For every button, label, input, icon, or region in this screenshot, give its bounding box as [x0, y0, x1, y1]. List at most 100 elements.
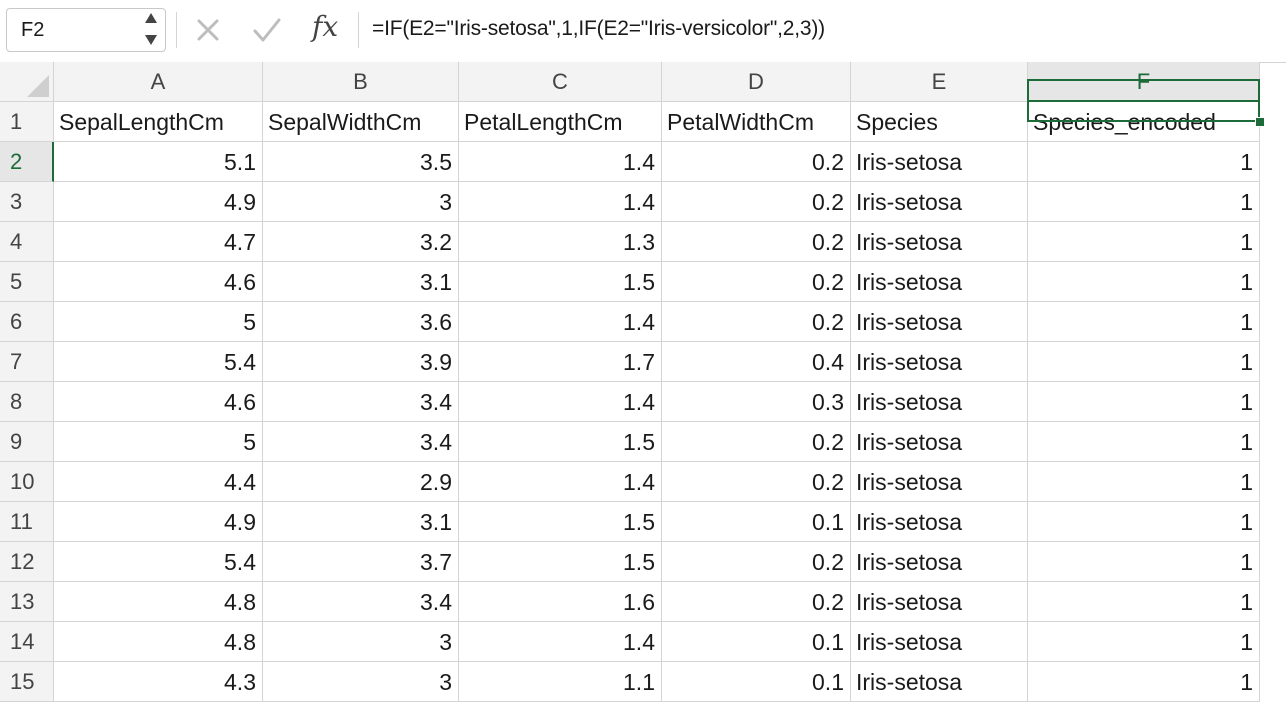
- data-cell[interactable]: 1: [1028, 342, 1260, 382]
- data-cell[interactable]: 3.6: [263, 302, 459, 342]
- data-cell[interactable]: 5.1: [54, 142, 263, 182]
- row-header-9[interactable]: 9: [0, 422, 54, 462]
- data-cell[interactable]: 1.5: [459, 422, 662, 462]
- data-cell[interactable]: 1.7: [459, 342, 662, 382]
- column-header-c[interactable]: C: [459, 62, 662, 102]
- row-header-7[interactable]: 7: [0, 342, 54, 382]
- data-cell[interactable]: 3.1: [263, 502, 459, 542]
- data-cell[interactable]: 3.5: [263, 142, 459, 182]
- data-cell[interactable]: 3.4: [263, 422, 459, 462]
- data-cell[interactable]: Iris-setosa: [851, 182, 1028, 222]
- data-cell[interactable]: Iris-setosa: [851, 542, 1028, 582]
- data-cell[interactable]: 1.4: [459, 302, 662, 342]
- column-header-d[interactable]: D: [662, 62, 851, 102]
- data-cell[interactable]: Iris-setosa: [851, 382, 1028, 422]
- row-header-14[interactable]: 14: [0, 622, 54, 662]
- data-cell[interactable]: 3.4: [263, 582, 459, 622]
- data-cell[interactable]: 3.9: [263, 342, 459, 382]
- data-cell[interactable]: Iris-setosa: [851, 502, 1028, 542]
- data-cell[interactable]: 5.4: [54, 342, 263, 382]
- row-header-5[interactable]: 5: [0, 262, 54, 302]
- data-cell[interactable]: Iris-setosa: [851, 422, 1028, 462]
- data-cell[interactable]: 3.4: [263, 382, 459, 422]
- data-cell[interactable]: 4.3: [54, 662, 263, 702]
- data-cell[interactable]: 1: [1028, 422, 1260, 462]
- data-cell[interactable]: 1: [1028, 302, 1260, 342]
- data-cell[interactable]: 1: [1028, 542, 1260, 582]
- data-cell[interactable]: 4.4: [54, 462, 263, 502]
- row-header-11[interactable]: 11: [0, 502, 54, 542]
- data-cell[interactable]: 1: [1028, 262, 1260, 302]
- data-cell[interactable]: 4.7: [54, 222, 263, 262]
- data-cell[interactable]: 0.2: [662, 542, 851, 582]
- data-cell[interactable]: 1.4: [459, 382, 662, 422]
- data-cell[interactable]: 0.4: [662, 342, 851, 382]
- column-title-cell[interactable]: PetalLengthCm: [459, 102, 662, 142]
- data-cell[interactable]: 1: [1028, 462, 1260, 502]
- data-cell[interactable]: 4.9: [54, 182, 263, 222]
- data-cell[interactable]: 0.2: [662, 142, 851, 182]
- up-arrow-icon[interactable]: [145, 13, 157, 23]
- data-cell[interactable]: 1.3: [459, 222, 662, 262]
- column-title-cell[interactable]: SepalWidthCm: [263, 102, 459, 142]
- data-cell[interactable]: 1: [1028, 582, 1260, 622]
- data-cell[interactable]: 0.2: [662, 462, 851, 502]
- row-header-8[interactable]: 8: [0, 382, 54, 422]
- data-cell[interactable]: 0.1: [662, 662, 851, 702]
- data-cell[interactable]: 1: [1028, 662, 1260, 702]
- data-cell[interactable]: 4.6: [54, 262, 263, 302]
- data-cell[interactable]: 1: [1028, 222, 1260, 262]
- data-cell[interactable]: 2.9: [263, 462, 459, 502]
- row-header-13[interactable]: 13: [0, 582, 54, 622]
- column-title-cell[interactable]: SepalLengthCm: [54, 102, 263, 142]
- data-cell[interactable]: Iris-setosa: [851, 262, 1028, 302]
- data-cell[interactable]: 1.4: [459, 622, 662, 662]
- data-cell[interactable]: 0.2: [662, 422, 851, 462]
- data-cell[interactable]: 0.2: [662, 222, 851, 262]
- data-cell[interactable]: Iris-setosa: [851, 342, 1028, 382]
- data-cell[interactable]: Iris-setosa: [851, 662, 1028, 702]
- fill-handle[interactable]: [1255, 117, 1265, 127]
- data-cell[interactable]: 0.2: [662, 582, 851, 622]
- row-header-1[interactable]: 1: [0, 102, 54, 142]
- data-cell[interactable]: 1.5: [459, 502, 662, 542]
- data-cell[interactable]: 4.8: [54, 622, 263, 662]
- column-header-b[interactable]: B: [263, 62, 459, 102]
- column-title-cell[interactable]: Species: [851, 102, 1028, 142]
- column-title-cell[interactable]: Species_encoded: [1028, 102, 1260, 142]
- data-cell[interactable]: 3: [263, 662, 459, 702]
- data-cell[interactable]: 3.2: [263, 222, 459, 262]
- data-cell[interactable]: 3.1: [263, 262, 459, 302]
- data-cell[interactable]: 1: [1028, 182, 1260, 222]
- data-cell[interactable]: 0.1: [662, 622, 851, 662]
- row-header-4[interactable]: 4: [0, 222, 54, 262]
- data-cell[interactable]: 1.1: [459, 662, 662, 702]
- data-cell[interactable]: 4.8: [54, 582, 263, 622]
- column-header-f[interactable]: F: [1028, 62, 1260, 102]
- data-cell[interactable]: 0.2: [662, 182, 851, 222]
- data-cell[interactable]: 0.3: [662, 382, 851, 422]
- row-header-6[interactable]: 6: [0, 302, 54, 342]
- data-cell[interactable]: 3: [263, 182, 459, 222]
- data-cell[interactable]: 5.4: [54, 542, 263, 582]
- data-cell[interactable]: 1.4: [459, 462, 662, 502]
- name-box[interactable]: F2: [6, 8, 166, 52]
- data-cell[interactable]: Iris-setosa: [851, 142, 1028, 182]
- row-header-10[interactable]: 10: [0, 462, 54, 502]
- data-cell[interactable]: 4.6: [54, 382, 263, 422]
- data-cell[interactable]: Iris-setosa: [851, 222, 1028, 262]
- data-cell[interactable]: Iris-setosa: [851, 582, 1028, 622]
- data-cell[interactable]: Iris-setosa: [851, 622, 1028, 662]
- data-cell[interactable]: 1.4: [459, 182, 662, 222]
- name-box-value[interactable]: F2: [21, 19, 45, 41]
- data-cell[interactable]: 0.2: [662, 302, 851, 342]
- data-cell[interactable]: 4.9: [54, 502, 263, 542]
- data-cell[interactable]: 0.1: [662, 502, 851, 542]
- row-header-12[interactable]: 12: [0, 542, 54, 582]
- checkmark-icon[interactable]: [250, 14, 284, 46]
- row-header-3[interactable]: 3: [0, 182, 54, 222]
- data-cell[interactable]: 1.6: [459, 582, 662, 622]
- formula-input[interactable]: =IF(E2="Iris-setosa",1,IF(E2="Iris-versi…: [372, 17, 825, 40]
- column-header-a[interactable]: A: [54, 62, 263, 102]
- row-header-2[interactable]: 2: [0, 142, 54, 182]
